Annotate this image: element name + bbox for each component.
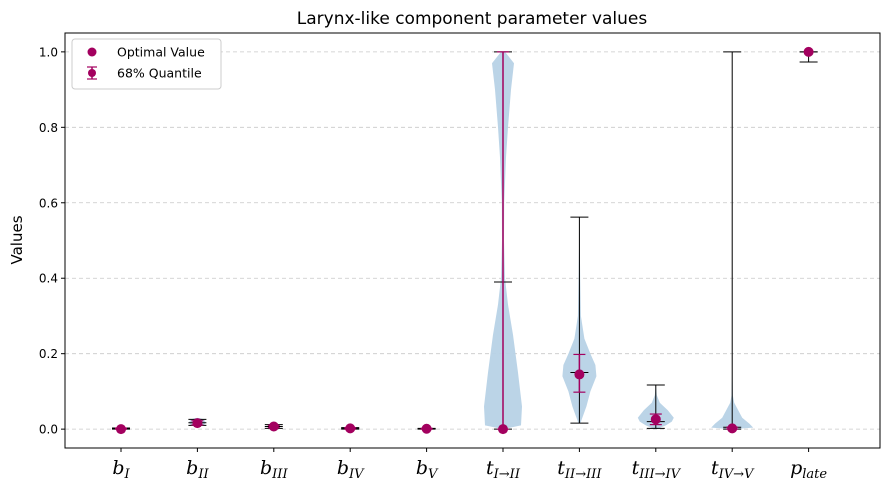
optimal-value-point	[421, 423, 432, 434]
x-tick-label: tIV→V	[711, 457, 755, 482]
optimal-value-point	[116, 424, 126, 435]
y-tick-label: 0.8	[39, 121, 58, 135]
legend-marker-quantile-dot	[88, 69, 96, 77]
whisker-lines	[112, 51, 818, 430]
optimal-value-point	[803, 46, 814, 57]
optimal-value-points	[116, 46, 814, 435]
legend-marker-optimal	[87, 47, 97, 57]
y-tick-label: 0.0	[39, 423, 58, 437]
x-tick-label: bIV	[337, 457, 365, 482]
y-tick-label: 1.0	[39, 45, 58, 59]
optimal-value-point	[268, 421, 279, 432]
y-tick-label: 0.4	[39, 272, 58, 286]
y-axis-label: Values	[8, 215, 26, 264]
optimal-value-point	[574, 369, 585, 380]
legend-label-quantile: 68% Quantile	[117, 66, 202, 81]
optimal-value-point	[498, 424, 508, 435]
optimal-value-point	[192, 418, 203, 429]
violin-bodies	[115, 51, 754, 431]
legend: Optimal Value 68% Quantile	[71, 38, 222, 90]
y-tick-label: 0.6	[39, 196, 58, 210]
chart-title: Larynx-like component parameter values	[297, 9, 648, 29]
optimal-value-point	[650, 414, 661, 425]
x-tick-label: tIII→IV	[632, 457, 682, 482]
quantile-errorbars	[115, 51, 739, 430]
x-tick-label: tII→III	[557, 457, 602, 482]
optimal-value-point	[727, 423, 738, 434]
x-tick-label: bI	[112, 457, 130, 482]
y-tick-label: 0.2	[39, 347, 58, 361]
legend-box	[71, 38, 222, 90]
x-axis: bI bII bIII bIV bV tI→II tII→III tIII→IV tIV→V pl…	[112, 448, 827, 482]
x-tick-label: tI→II	[486, 457, 521, 482]
optimal-value-point	[345, 423, 356, 434]
plot-frame	[64, 32, 881, 449]
grid-lines	[65, 51, 880, 430]
legend-label-optimal: Optimal Value	[117, 45, 205, 60]
x-tick-label: plate	[790, 457, 827, 482]
y-axis: 0.0 0.2 0.4 0.6 0.8 1.0	[39, 45, 65, 437]
x-tick-label: bII	[186, 457, 209, 482]
x-tick-label: bV	[416, 457, 439, 482]
x-tick-label: bIII	[260, 457, 288, 482]
